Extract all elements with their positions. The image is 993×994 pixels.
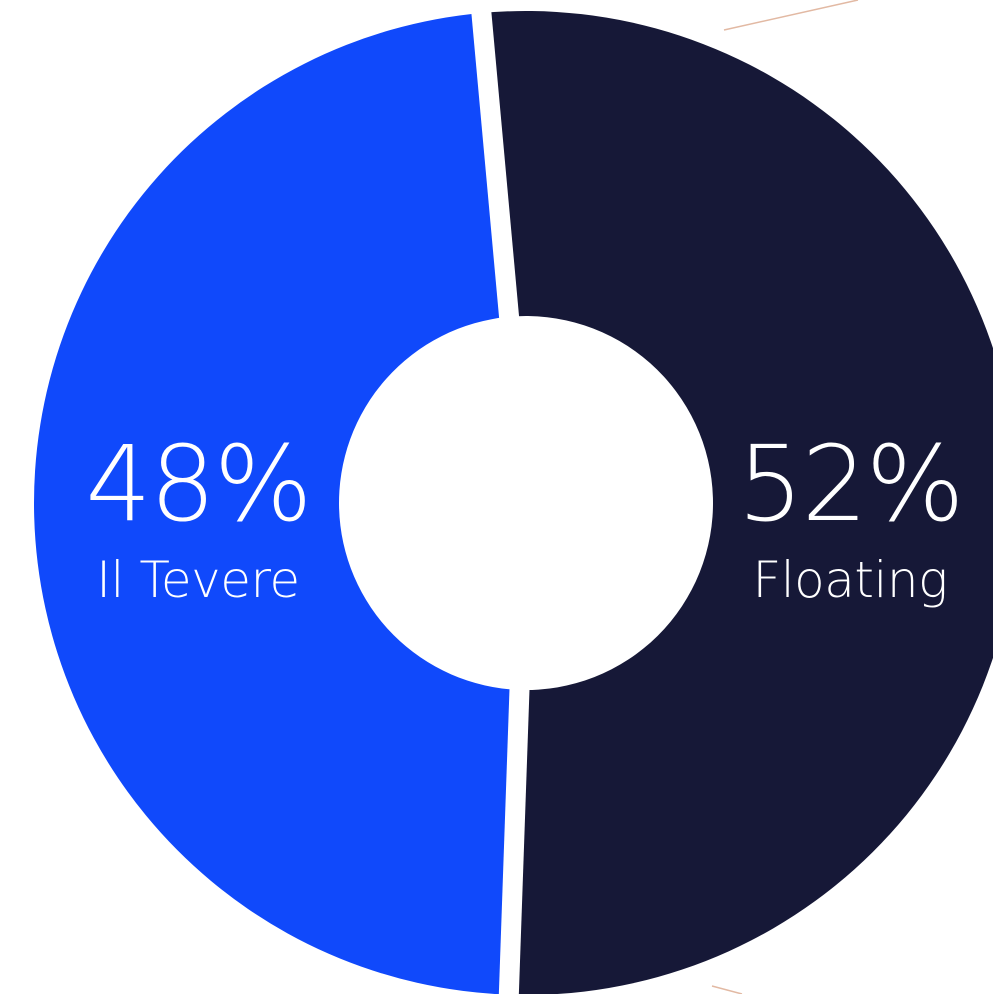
slice-name-label-floating: Floating [752, 551, 947, 609]
donut-slice-floating [481, 11, 993, 994]
slice-value-label-il-tevere: 48% [85, 423, 310, 545]
slice-labels: 48% Il Tevere 52% Floating [85, 423, 964, 609]
donut-slices [34, 8, 993, 994]
slice-separator [471, 8, 520, 322]
decorative-lines [711, 0, 859, 994]
slice-value-label-floating: 52% [737, 423, 962, 545]
donut-slice-il-tevere [34, 13, 520, 994]
decorative-line-bottom [711, 985, 743, 994]
decorative-line-top [723, 0, 859, 31]
slice-name-label-il-tevere: Il Tevere [96, 551, 299, 609]
slice-separator [498, 685, 530, 994]
